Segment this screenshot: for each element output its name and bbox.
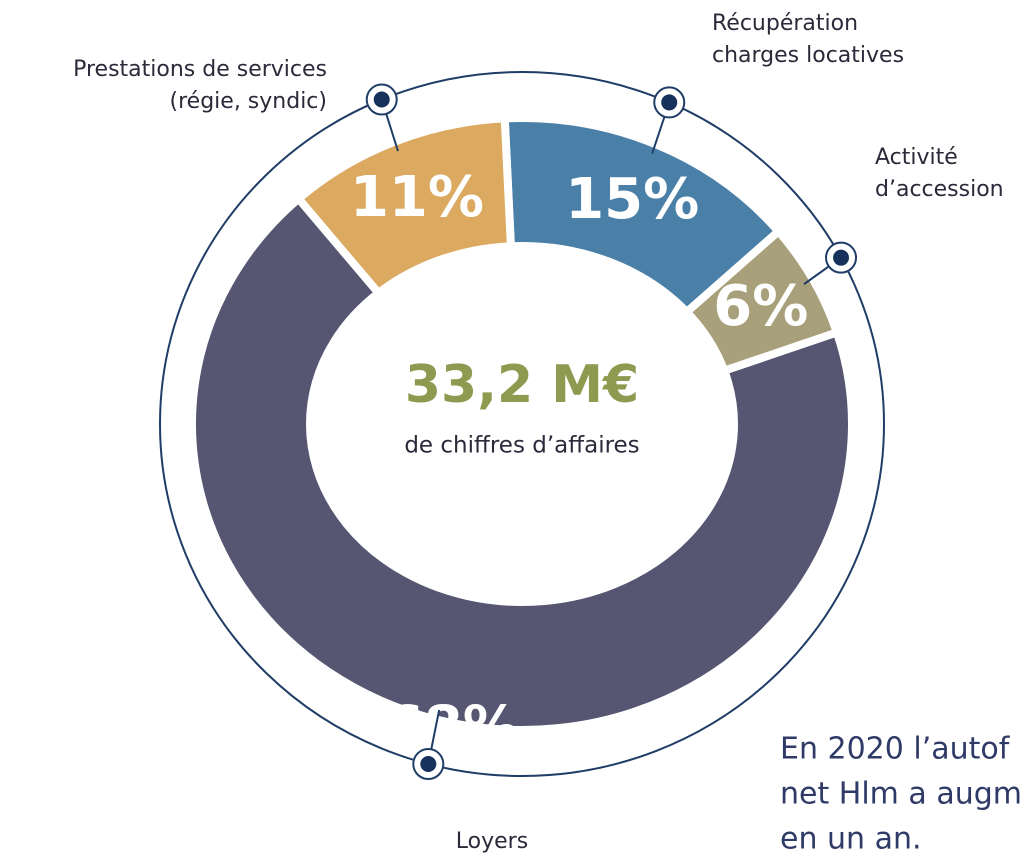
category-label: d’accession xyxy=(875,177,1004,202)
annotation: net Hlm a augm xyxy=(780,777,1022,812)
annotation: En 2020 l’autof xyxy=(780,732,1011,767)
value-label: 6% xyxy=(713,274,808,339)
callout-dot xyxy=(420,756,437,773)
annotation: en un an. xyxy=(780,822,922,857)
center-value: 33,2 M€ xyxy=(405,355,639,415)
category-label: Loyers xyxy=(456,829,528,854)
value-label: 15% xyxy=(565,167,699,232)
category-label: (régie, syndic) xyxy=(170,89,327,114)
callout-dot xyxy=(833,249,850,266)
outer-ring xyxy=(159,71,885,777)
donut-segment xyxy=(292,114,516,299)
category-label: Récupération xyxy=(712,11,858,36)
category-label: Activité xyxy=(875,145,958,170)
value-label: 11% xyxy=(350,165,484,230)
callout-dot xyxy=(661,94,678,111)
donut-segment xyxy=(188,193,856,734)
callout-dot xyxy=(373,91,390,108)
value-label: 68% xyxy=(385,694,519,759)
category-label: charges locatives xyxy=(712,43,904,68)
category-label: Prestations de services xyxy=(73,57,327,82)
center-label: de chiffres d’affaires xyxy=(404,433,639,459)
